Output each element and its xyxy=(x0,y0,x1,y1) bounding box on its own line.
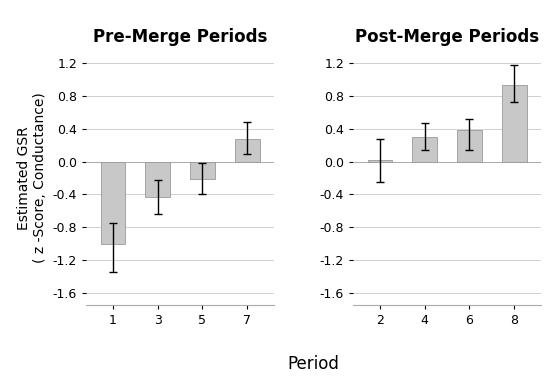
Bar xyxy=(190,161,215,179)
Bar xyxy=(412,137,437,161)
Bar xyxy=(235,139,260,161)
Y-axis label: Estimated GSR
( z -Score, Conductance): Estimated GSR ( z -Score, Conductance) xyxy=(17,93,47,263)
Bar xyxy=(502,85,527,161)
Bar xyxy=(457,129,482,161)
Bar xyxy=(145,161,170,197)
Title: Pre-Merge Periods: Pre-Merge Periods xyxy=(93,29,268,47)
Title: Post-Merge Periods: Post-Merge Periods xyxy=(355,29,539,47)
Bar xyxy=(100,161,125,244)
Text: Period: Period xyxy=(287,355,340,373)
Bar xyxy=(367,160,392,161)
